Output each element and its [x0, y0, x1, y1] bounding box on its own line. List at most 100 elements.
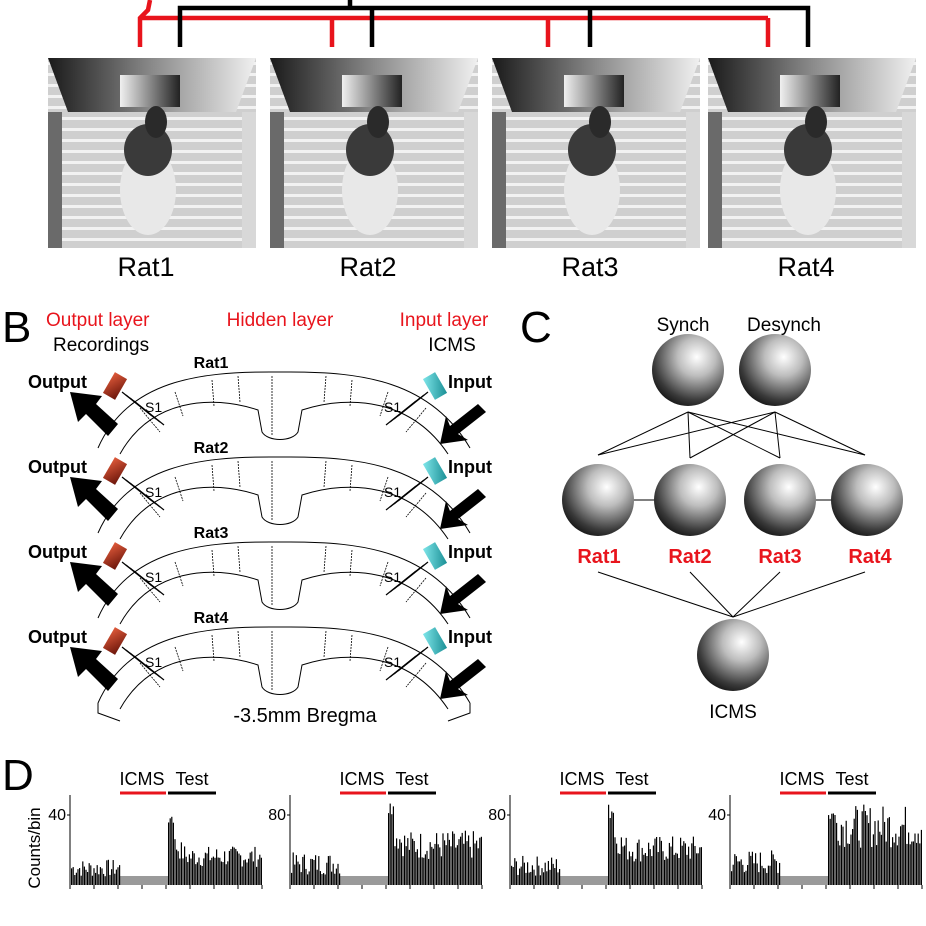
histogram-bar — [442, 833, 444, 885]
histogram-bar — [109, 874, 111, 885]
output-layer-heading: Output layer — [46, 310, 150, 331]
histogram-bar — [649, 849, 651, 885]
s1-right-label: S1 — [384, 654, 401, 670]
output-arrow — [70, 477, 118, 521]
cortex-divider — [349, 464, 353, 492]
histogram-bar — [630, 856, 632, 885]
histogram-bar — [912, 841, 914, 885]
cortex-divider — [237, 460, 241, 488]
histogram-bar — [512, 867, 514, 885]
histogram-bar — [241, 866, 243, 885]
hidden-layer-heading: Hidden layer — [227, 310, 334, 331]
histogram-bar — [456, 845, 458, 885]
cortex-divider — [174, 561, 184, 587]
histogram-bar — [472, 831, 474, 885]
electrode-wire — [385, 655, 417, 681]
histogram-bar — [474, 843, 476, 885]
histogram-bar — [82, 861, 84, 885]
electrode-wire — [385, 400, 417, 426]
brain-slice-row: Rat4 Output Input S1 S1 — [28, 610, 492, 710]
histogram-y-tick-label: 40 — [48, 807, 66, 824]
s1-left-label: S1 — [145, 569, 162, 585]
histogram-bar — [619, 853, 621, 885]
histogram-bar — [731, 871, 733, 885]
histogram-bar — [888, 817, 890, 885]
histogram-bar — [402, 856, 404, 885]
rat-hood — [346, 124, 394, 176]
histogram-bar — [476, 840, 478, 885]
histogram-bar — [450, 846, 452, 885]
icms-period-label: ICMS — [780, 769, 825, 789]
cortex-divider — [237, 630, 241, 658]
histogram-bar — [211, 857, 213, 885]
histogram-bar — [291, 872, 293, 885]
histogram-bar — [850, 834, 852, 885]
recording-electrode — [102, 542, 128, 570]
histogram-bar — [519, 868, 521, 885]
input-arrow — [440, 404, 486, 444]
histogram-bar — [216, 849, 218, 885]
histogram-bar — [855, 806, 857, 885]
histogram-bar — [829, 818, 831, 885]
histogram-bar — [697, 853, 699, 885]
histogram-bar — [831, 813, 833, 885]
output-arrow — [70, 647, 118, 691]
rat-head — [589, 106, 611, 138]
histogram-bar — [313, 859, 315, 885]
histogram-bar — [71, 868, 73, 885]
icms-period-label: ICMS — [340, 769, 385, 789]
test-period-label: Test — [395, 769, 428, 789]
histogram-bar — [651, 856, 653, 885]
input-label: Input — [448, 372, 492, 392]
rat-connection-lines — [137, 0, 811, 47]
cage-side — [492, 112, 506, 248]
histogram-bar — [890, 847, 892, 885]
histogram-bar — [735, 856, 737, 885]
rat1-node-label: Rat1 — [577, 546, 620, 568]
histogram-bar — [452, 831, 454, 885]
histogram-bar — [257, 859, 259, 885]
cortex-divider — [379, 391, 389, 417]
histogram-bar — [839, 845, 841, 885]
histogram-bar — [292, 852, 294, 885]
rat3-node-label: Rat3 — [758, 546, 801, 568]
histogram-bar — [107, 859, 109, 885]
histogram-bar — [908, 832, 910, 885]
histogram-bar — [538, 865, 540, 885]
cortex-divider — [349, 549, 353, 577]
histogram-bar — [635, 858, 637, 885]
histogram-bar — [103, 873, 105, 885]
histogram-bar — [230, 848, 232, 885]
histogram-bar — [453, 833, 455, 885]
histogram-bar — [640, 861, 642, 885]
histogram-bar — [612, 812, 614, 885]
histogram-bar — [182, 858, 184, 885]
histogram-bar — [236, 851, 238, 885]
cortex-divider — [405, 577, 427, 603]
histogram-bar — [228, 850, 230, 885]
stimulating-electrode — [422, 457, 448, 485]
histogram-bar — [771, 850, 773, 885]
cortex-divider — [211, 634, 215, 662]
histogram-bar — [88, 863, 90, 885]
histogram-bar — [302, 856, 304, 885]
histogram-bar — [691, 843, 693, 885]
histogram-plot: 80 ICMS Test — [268, 769, 483, 889]
stimulating-electrode — [422, 542, 448, 570]
histogram-bar — [319, 871, 321, 885]
histogram-bar — [917, 833, 919, 885]
histogram-bar — [665, 856, 667, 885]
histogram-bar — [675, 852, 677, 885]
histogram-bar — [551, 857, 553, 885]
icms-gap — [780, 876, 828, 885]
histogram-bar — [646, 856, 648, 885]
histogram-bar — [399, 839, 401, 885]
rat-photo — [48, 58, 256, 248]
histogram-bar — [872, 834, 874, 885]
histogram-bar — [174, 839, 176, 885]
cortex-inner-edge — [119, 401, 449, 455]
histogram-bar — [193, 853, 195, 885]
recording-electrode — [102, 627, 128, 655]
histogram-bar — [421, 857, 423, 885]
histogram-bar — [689, 858, 691, 885]
